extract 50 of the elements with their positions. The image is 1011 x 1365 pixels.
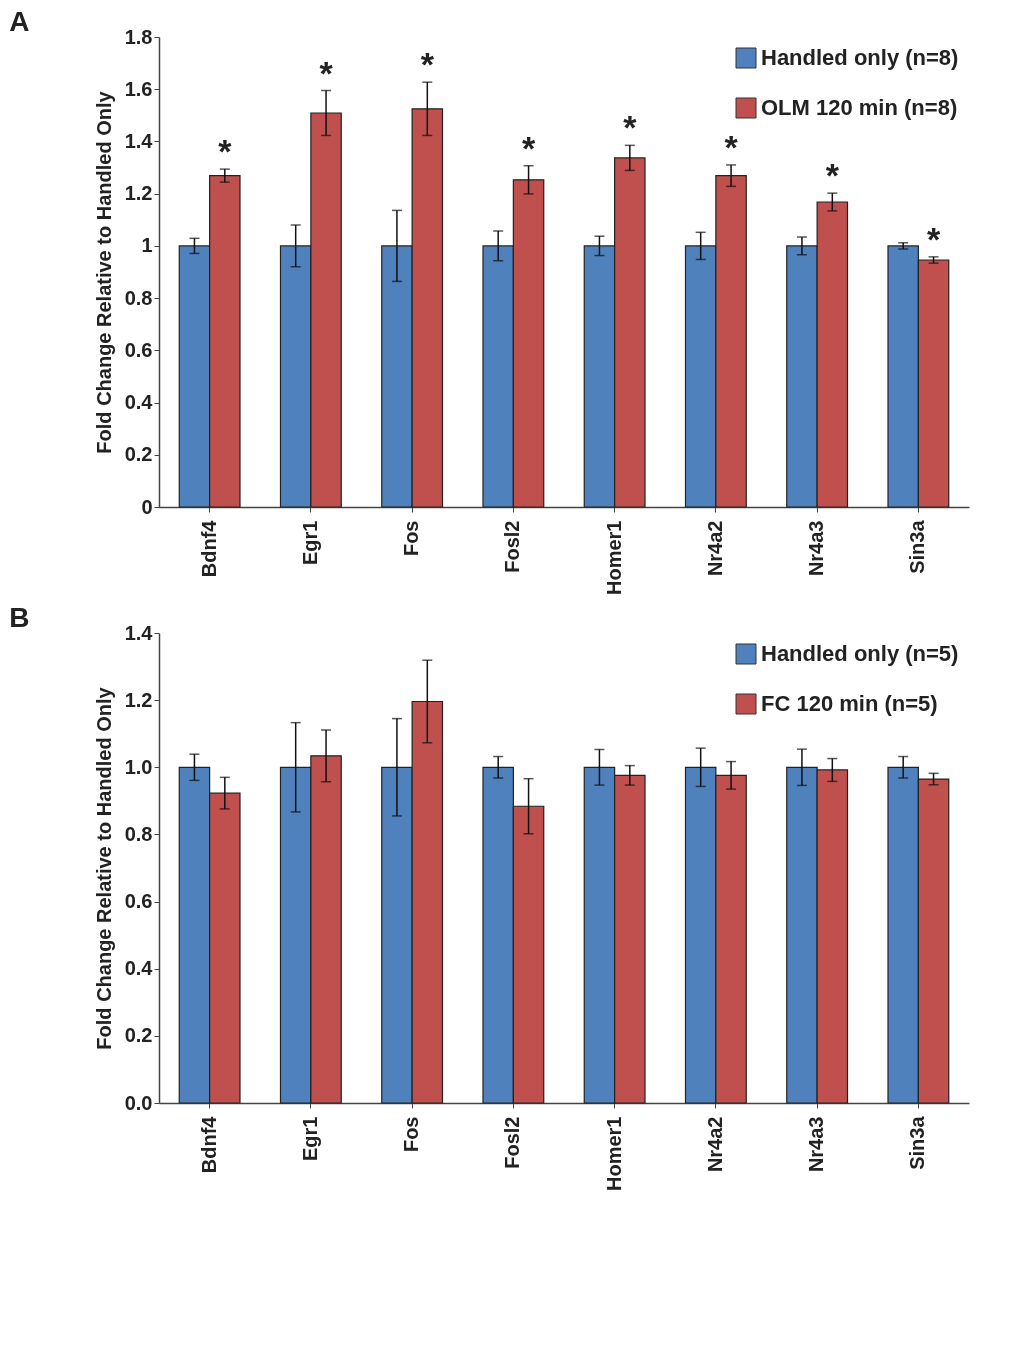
chart-title: B: [9, 602, 30, 633]
annotation: *: [926, 219, 941, 258]
y-tick-label: 1.0: [124, 755, 153, 778]
y-axis-title: Fold Change Relative to Handled Only: [92, 686, 115, 1050]
y-tick-label: 0.0: [124, 1091, 153, 1114]
y-tick-label: 1: [141, 234, 153, 257]
y-tick-label: 0.6: [124, 890, 153, 913]
x-tick-label: Bdnf4: [197, 519, 220, 578]
legend-label: Handled only (n=8): [761, 45, 959, 70]
annotation: *: [724, 127, 739, 166]
annotation: *: [319, 53, 334, 92]
chart-title: A: [9, 6, 30, 37]
annotation: *: [825, 156, 840, 195]
y-tick-label: 0.2: [124, 443, 153, 466]
y-tick-label: 0.8: [124, 822, 153, 845]
y-tick-label: 0.4: [124, 957, 154, 980]
x-tick-label: Sin3a: [906, 519, 929, 574]
x-tick-label: Homer1: [602, 1116, 625, 1191]
x-tick-label: Bdnf4: [197, 1115, 220, 1174]
y-tick-label: 1.4: [124, 621, 154, 644]
legend-label: FC 120 min (n=5): [761, 691, 938, 716]
y-tick-label: 1.4: [124, 129, 154, 152]
y-tick-label: 1.2: [124, 688, 153, 711]
x-tick-label: Egr1: [298, 1116, 321, 1161]
annotation: *: [218, 132, 233, 171]
y-tick-label: 1.2: [124, 182, 153, 205]
y-axis-title: Fold Change Relative to Handled Only: [92, 90, 115, 454]
x-tick-label: Nr4a2: [703, 520, 726, 577]
y-tick-label: 1.6: [124, 77, 153, 100]
x-tick-label: Homer1: [602, 520, 625, 595]
x-tick-label: Fosl2: [501, 520, 524, 573]
x-tick-label: Nr4a2: [703, 1116, 726, 1173]
legend-label: OLM 120 min (n=8): [761, 95, 958, 120]
y-tick-label: 0.6: [124, 338, 153, 361]
y-tick-label: 1.8: [124, 25, 153, 48]
x-tick-label: Fos: [400, 1116, 423, 1153]
annotation: *: [623, 108, 638, 147]
x-tick-label: Sin3a: [906, 1115, 929, 1170]
x-tick-label: Egr1: [298, 520, 321, 565]
y-tick-label: 0: [141, 495, 153, 518]
legend-label: Handled only (n=5): [761, 641, 959, 666]
x-tick-label: Fos: [400, 520, 423, 557]
annotation: *: [420, 45, 435, 84]
y-tick-label: 0.4: [124, 391, 154, 414]
x-tick-label: Fosl2: [501, 1116, 524, 1169]
x-tick-label: Nr4a3: [805, 1116, 828, 1173]
annotation: *: [521, 128, 536, 167]
x-tick-label: Nr4a3: [805, 520, 828, 577]
y-tick-label: 0.8: [124, 286, 153, 309]
y-tick-label: 0.2: [124, 1024, 153, 1047]
